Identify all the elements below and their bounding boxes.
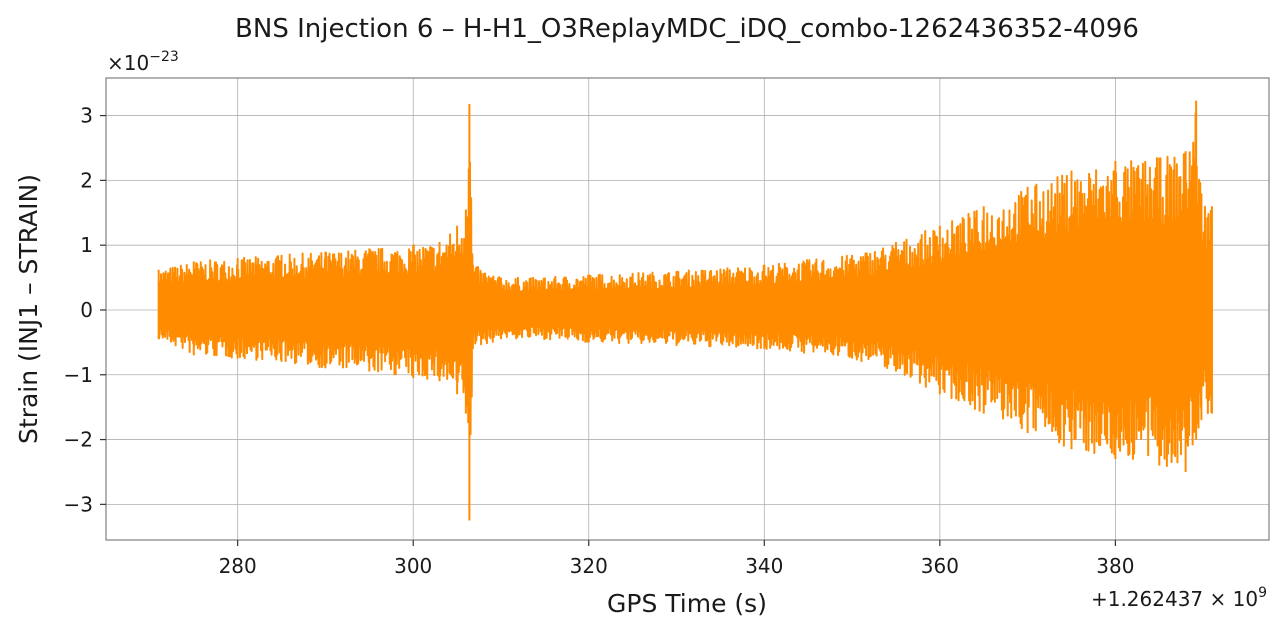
x-tick-label: 360 bbox=[921, 554, 959, 578]
y-tick-label: −1 bbox=[64, 363, 93, 387]
y-axis-label: Strain (INJ1 – STRAIN) bbox=[14, 174, 43, 444]
x-offset-base: +1.262437 × 10 bbox=[1091, 587, 1258, 611]
y-multiplier: ×10−23 bbox=[107, 49, 179, 75]
y-tick-label: 3 bbox=[80, 104, 93, 128]
x-offset: +1.262437 × 109 bbox=[1091, 585, 1267, 611]
strain-series-line bbox=[157, 100, 1213, 521]
x-tick-label: 340 bbox=[745, 554, 783, 578]
y-tick-label: 2 bbox=[80, 168, 93, 192]
svg-text:+1.262437 × 109: +1.262437 × 109 bbox=[1091, 585, 1267, 611]
series-layer bbox=[157, 100, 1213, 521]
x-tick-label: 280 bbox=[219, 554, 257, 578]
plot-frame bbox=[105, 77, 1270, 541]
y-tick-label: 0 bbox=[80, 298, 93, 322]
y-multiplier-base: ×10 bbox=[107, 51, 149, 75]
x-axis-label: GPS Time (s) bbox=[607, 589, 767, 618]
chart-title: BNS Injection 6 – H-H1_O3ReplayMDC_iDQ_c… bbox=[235, 14, 1139, 44]
svg-text:×10−23: ×10−23 bbox=[107, 49, 179, 75]
y-tick-label: 1 bbox=[80, 233, 93, 257]
x-offset-exponent: 9 bbox=[1258, 585, 1267, 601]
x-tick-label: 380 bbox=[1096, 554, 1134, 578]
x-tick-label: 300 bbox=[394, 554, 432, 578]
y-tick-label: −2 bbox=[64, 428, 93, 452]
y-multiplier-exponent: −23 bbox=[149, 49, 179, 65]
y-tick-label: −3 bbox=[64, 492, 93, 516]
axis-ticks: 280 300 320 340 360 380 −3 −2 −1 0 1 2 3 bbox=[64, 104, 1135, 578]
x-tick-label: 320 bbox=[570, 554, 608, 578]
